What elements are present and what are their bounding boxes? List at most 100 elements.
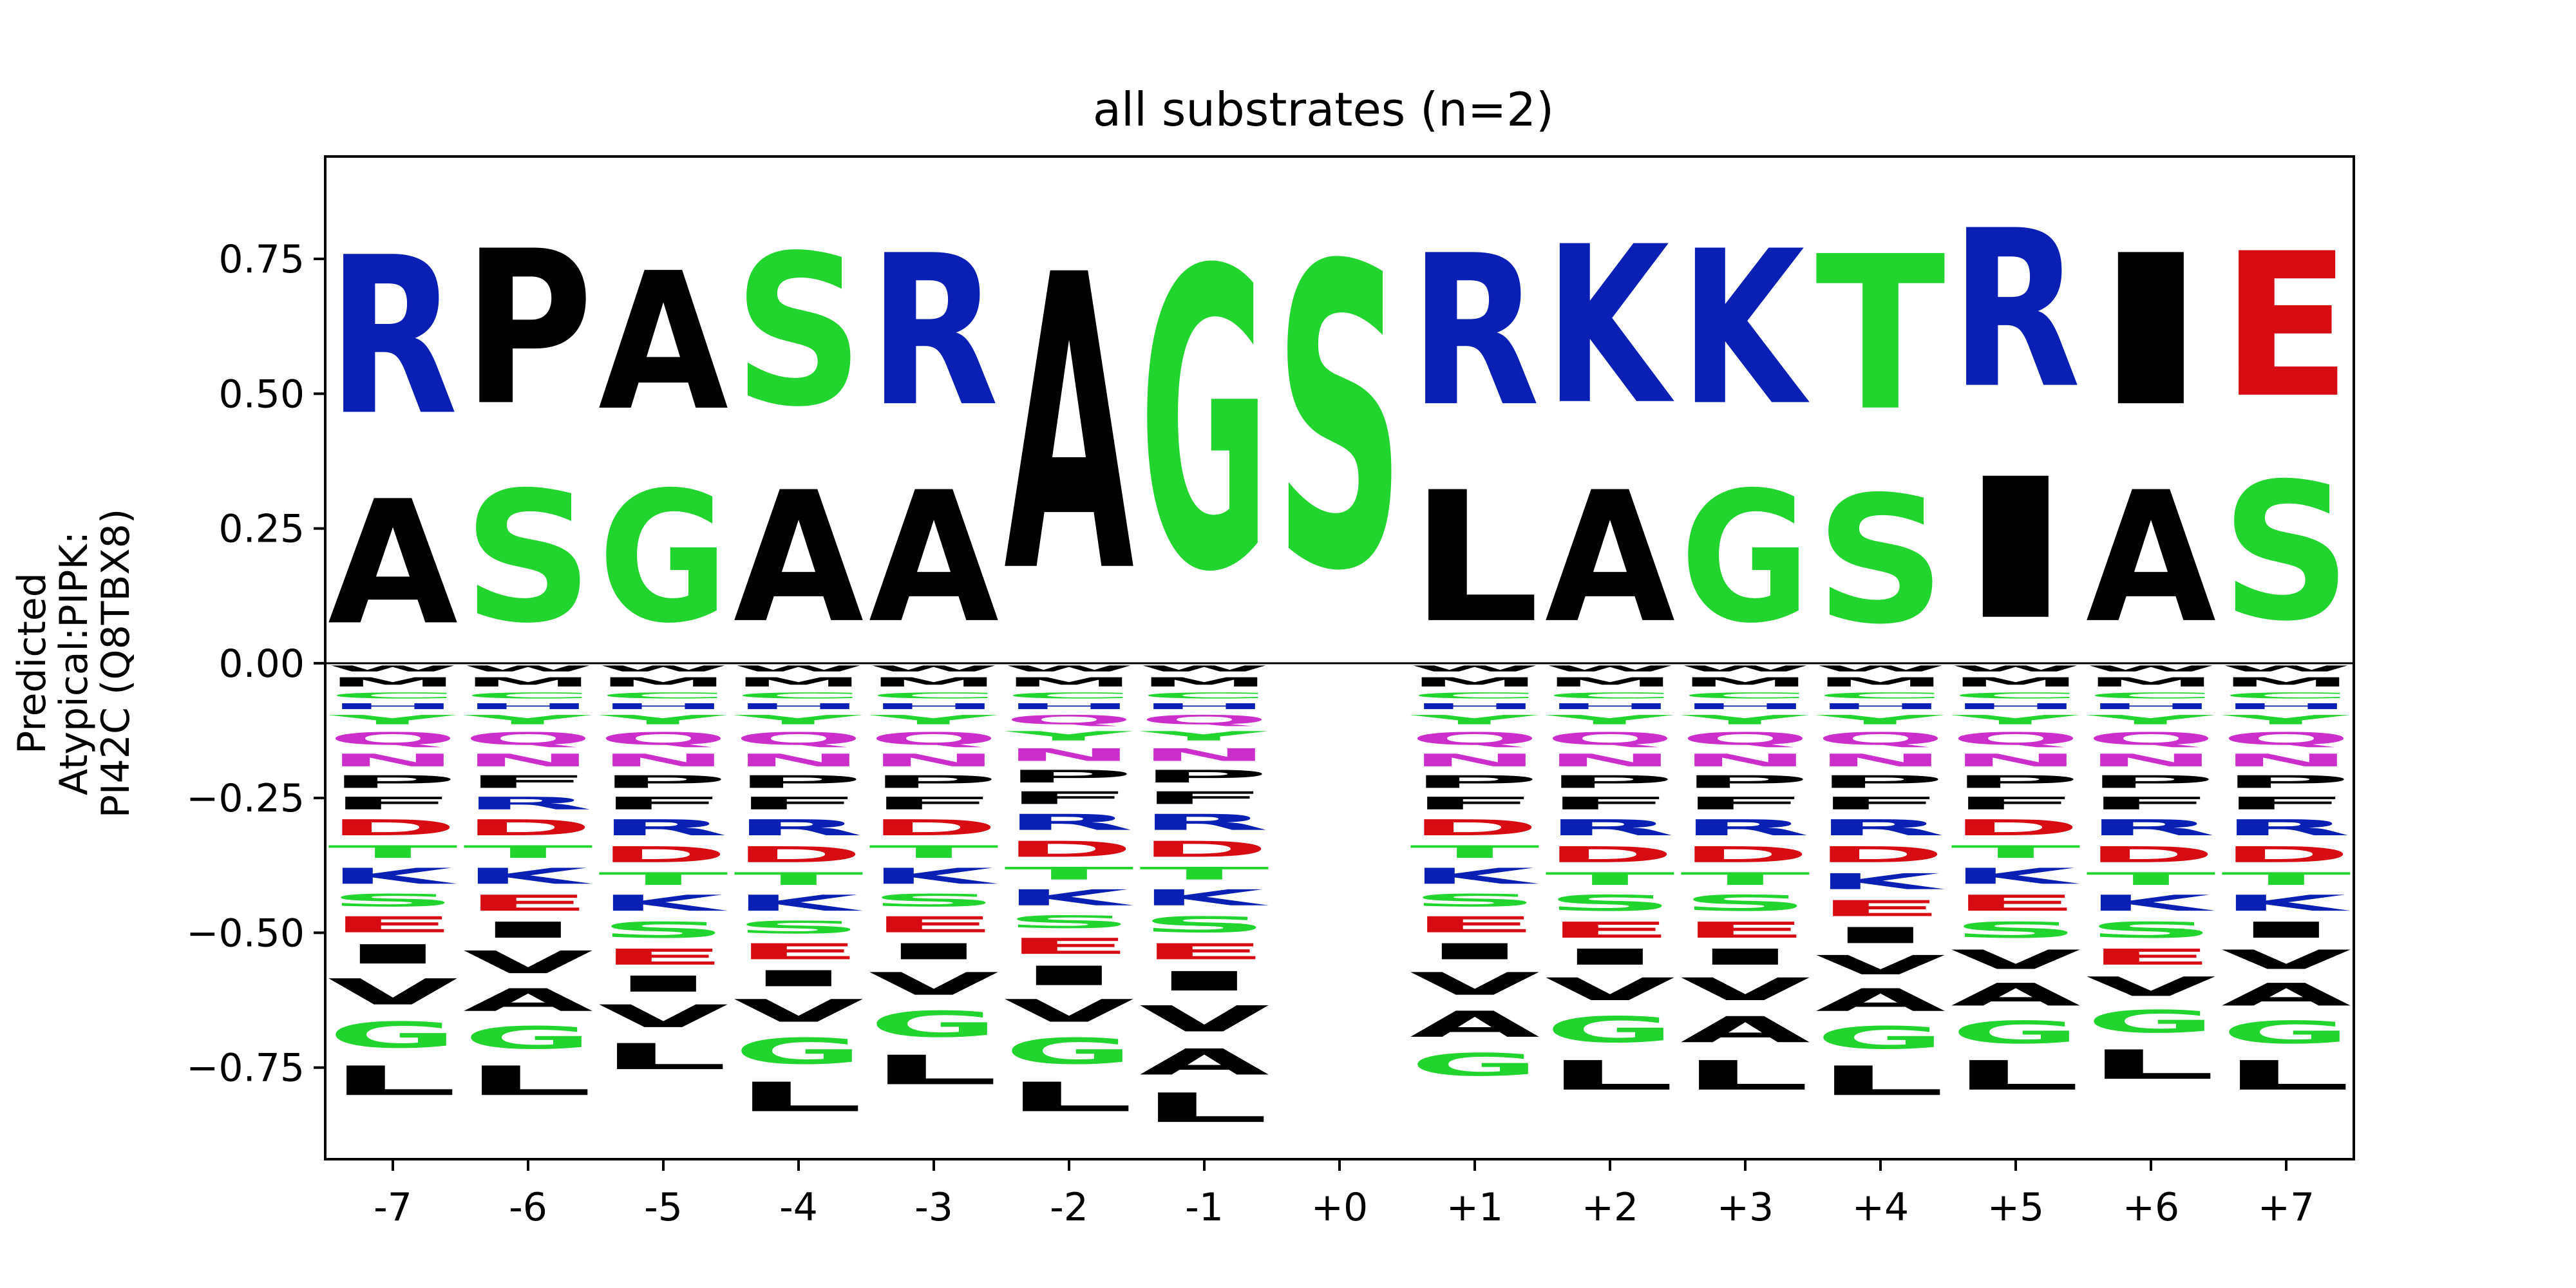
logo-letter-H-pos+5: H (1951, 702, 2081, 712)
logo-letter-T-pos+3: T (1680, 869, 1810, 889)
logo-letter-R-pos-5: R (598, 815, 728, 840)
logo-letter-M-pos+3: M (1680, 675, 1810, 690)
y-tick-label: −0.25 (186, 776, 305, 821)
logo-letter-C-pos+7: C (2221, 691, 2351, 701)
logo-letter-A-pos+3: A (1680, 1009, 1810, 1050)
logo-letter-A-pos+5: A (1951, 977, 2081, 1013)
logo-letter-W-pos+2: W (1545, 664, 1675, 674)
logo-letter-V-pos+5: V (1951, 945, 2081, 976)
logo-letter-T-pos-6: T (463, 842, 593, 862)
logo-letter-D-pos-5: D (598, 842, 728, 867)
logo-letter-A-pos-5: A (598, 232, 730, 452)
logo-letter-E-pos+6: E (2086, 944, 2216, 970)
logo-letter-E-pos-4: E (734, 939, 864, 965)
y-tick-label: 0.25 (218, 507, 305, 552)
logo-letter-P-pos+1: P (1410, 772, 1540, 791)
logo-letter-I-pos-1: I (1139, 966, 1269, 997)
logo-letter-Q-pos-4: Q (734, 728, 864, 748)
logo-letter-M-pos+5: M (1951, 675, 2081, 690)
logo-letter-D-pos-2: D (1004, 837, 1134, 862)
logo-letter-T-pos-1: T (1139, 864, 1269, 884)
logo-letter-S-pos-5: S (598, 918, 728, 943)
logo-letter-E-pos-6: E (463, 891, 593, 916)
logo-letter-R-pos-2: R (1004, 810, 1134, 835)
logo-letter-Q-pos+7: Q (2221, 728, 2351, 748)
logo-letter-F-pos-5: F (598, 793, 728, 813)
x-tick-label: +4 (1852, 1185, 1909, 1230)
y-axis-label-line-2: Atypical:PIPK: (52, 531, 97, 795)
logo-letter-R-pos+6: R (2086, 815, 2216, 840)
logo-letter-H-pos+2: H (1545, 702, 1675, 712)
logo-letter-I-pos+4: I (1815, 923, 1946, 949)
logo-letter-W-pos+1: W (1410, 664, 1540, 674)
logo-letter-Q-pos-6: Q (463, 728, 593, 748)
logo-letter-Q-pos-7: Q (328, 728, 458, 748)
logo-letter-E-pos-7: E (328, 912, 458, 938)
logo-letter-F-pos+7: F (2221, 793, 2351, 813)
logo-letter-W-pos-4: W (734, 664, 864, 674)
logo-letter-A-pos-3: A (869, 453, 1000, 663)
logo-letter-I-pos+1: I (1410, 939, 1540, 965)
logo-letter-F-pos-2: F (1004, 788, 1134, 808)
x-tick-label: +2 (1582, 1185, 1638, 1230)
logo-letter-R-pos-4: R (734, 815, 864, 840)
logo-letter-Q-pos+5: Q (1951, 728, 2081, 748)
logo-letter-G-pos+7: G (2221, 1014, 2351, 1050)
logo-letter-E-pos+2: E (1545, 917, 1675, 943)
logo-letter-P-pos-5: P (598, 772, 728, 791)
logo-letter-W-pos-7: W (328, 664, 458, 674)
logo-letter-T-pos+6: T (2086, 869, 2216, 889)
logo-letter-T-pos+1: T (1410, 842, 1540, 862)
logo-letter-Q-pos-1: Q (1139, 712, 1269, 727)
logo-letter-I-pos-7: I (328, 939, 458, 970)
y-axis-label-line-3: PI42C (Q8TBX8) (93, 509, 138, 819)
y-tick-label: 0.75 (218, 237, 305, 282)
y-axis-label-line-1: Predicted (10, 573, 55, 754)
logo-letter-V-pos-4: V (734, 993, 864, 1029)
logo-letter-R-pos-6: R (463, 793, 593, 813)
logo-letter-K-pos-1: K (1139, 885, 1269, 911)
logo-letter-L-pos+5: L (1951, 1052, 2081, 1099)
x-tick-label: -6 (509, 1185, 547, 1230)
logo-letter-K-pos-3: K (869, 864, 999, 889)
logo-letter-C-pos+5: C (1951, 691, 2081, 701)
logo-letter-D-pos+5: D (1951, 815, 2081, 840)
logo-letter-G-pos+2: G (1545, 1009, 1675, 1051)
logo-letter-D-pos+2: D (1545, 842, 1675, 867)
logo-letter-Q-pos-2: Q (1004, 712, 1134, 727)
logo-letter-V-pos-7: V (328, 971, 458, 1012)
logo-letter-W-pos+3: W (1680, 664, 1810, 674)
logo-letter-F-pos+6: F (2086, 793, 2216, 813)
logo-letter-F-pos+3: F (1680, 793, 1810, 813)
x-tick-label: +7 (2258, 1185, 2315, 1230)
logo-letter-T-pos-4: T (734, 869, 864, 889)
logo-letter-W-pos+5: W (1951, 664, 2081, 674)
logo-letter-Q-pos+4: Q (1815, 728, 1946, 748)
logo-letter-E-pos+7: E (2221, 211, 2351, 442)
logo-letter-C-pos-3: C (869, 691, 999, 701)
logo-letter-C-pos+4: C (1815, 691, 1946, 701)
logo-letter-S-pos-1: S (1139, 912, 1269, 938)
logo-letter-E-pos-3: E (869, 912, 999, 938)
logo-letter-H-pos-6: H (463, 702, 593, 712)
logo-letter-N-pos+5: N (1951, 750, 2081, 770)
logo-letter-L-pos-5: L (598, 1036, 728, 1078)
logo-letter-S-pos+2: S (1545, 891, 1675, 916)
logo-letter-R-pos+3: R (1680, 815, 1810, 840)
logo-letter-K-pos+6: K (2086, 891, 2216, 916)
logo-letter-D-pos-1: D (1139, 837, 1269, 862)
logo-letter-G-pos-1: G (1139, 184, 1269, 661)
x-tick-label: +5 (1987, 1185, 2044, 1230)
logo-letter-C-pos+2: C (1545, 691, 1675, 701)
logo-letter-Y-pos-7: Y (328, 712, 458, 727)
logo-letter-G-pos-6: G (463, 1019, 593, 1056)
logo-letter-A-pos+1: A (1410, 1004, 1540, 1045)
logo-letter-F-pos-4: F (734, 793, 864, 813)
logo-letter-E-pos-5: E (598, 944, 728, 970)
logo-letter-N-pos+4: N (1815, 750, 1946, 770)
logo-letter-D-pos-4: D (734, 842, 864, 867)
logo-letter-M-pos+4: M (1815, 675, 1946, 690)
logo-layer: ARWMCHYQNPFDTKSEIVGLSPWMCHYQNFRDTKEIVAGL… (328, 180, 2351, 1132)
logo-letter-A-pos+6: A (2086, 453, 2217, 663)
logo-letter-E-pos+4: E (1815, 896, 1946, 922)
